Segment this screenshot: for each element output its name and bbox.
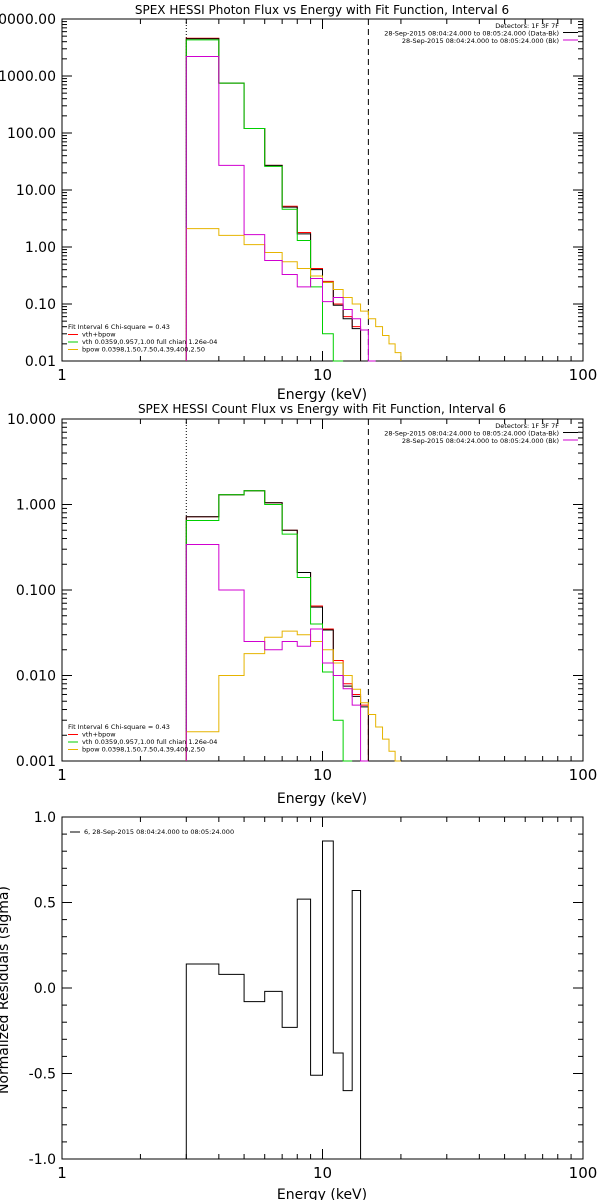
- x-tick-label: 1: [57, 1164, 67, 1182]
- info-text: 28-Sep-2015 08:04:24.000 to 08:05:24.000…: [384, 430, 559, 438]
- legend-text: bpow 0.0398,1.50,7.50,4.39,400,2.50: [82, 346, 205, 354]
- y-tick-label: -0.5: [29, 1067, 56, 1083]
- legend-text: vth+bpow: [82, 731, 116, 739]
- y-tick-label: 1000.00: [0, 69, 56, 85]
- x-tick-label: 100: [569, 766, 598, 784]
- series-line-total: [185, 840, 362, 1159]
- info-text: 28-Sep-2015 08:04:24.000 to 08:05:24.000…: [384, 30, 559, 38]
- photon-flux-panel: SPEX HESSI Photon Flux vs Energy with Fi…: [0, 3, 597, 403]
- legend-text: vth+bpow: [82, 331, 116, 339]
- legend-text: 6, 28-Sep-2015 08:04:24.000 to 08:05:24.…: [84, 828, 234, 836]
- series-line-total: [185, 38, 362, 361]
- y-tick-label: 0000.00: [0, 12, 56, 28]
- legend-text: Fit Interval 6 Chi-square = 0.43: [68, 323, 170, 331]
- y-tick-label: 0.5: [34, 896, 56, 912]
- photon-flux-title: SPEX HESSI Photon Flux vs Energy with Fi…: [135, 3, 509, 17]
- legend-text: bpow 0.0398,1.50,7.50,4.39,400,2.50: [82, 746, 205, 754]
- y-tick-label: 10.000: [7, 412, 56, 428]
- series-line-bk: [185, 544, 369, 762]
- y-tick-label: 1.0: [34, 810, 56, 826]
- x-tick-label: 100: [569, 1164, 598, 1182]
- series-line-vth: [185, 490, 353, 762]
- y-tick-label: 0.010: [16, 669, 56, 685]
- info-text: Detectors: 1F 3F 7F: [495, 422, 559, 430]
- series-line-vth: [185, 39, 344, 362]
- y-tick-label: 0.10: [25, 297, 56, 313]
- legend-text: Fit Interval 6 Chi-square = 0.43: [68, 723, 170, 731]
- x-tick-label: 1: [57, 766, 67, 784]
- y-tick-label: 10.00: [16, 183, 56, 199]
- photon-flux-xlabel: Energy (keV): [277, 387, 367, 403]
- y-tick-label: 1.00: [25, 240, 56, 256]
- series-line-data: [185, 37, 362, 361]
- info-text: 28-Sep-2015 08:04:24.000 to 08:05:24.000…: [402, 437, 559, 445]
- info-text: Detectors: 1F 3F 7F: [495, 22, 559, 30]
- legend-text: vth 0.0359,0.957,1.00 full chian 1.26e-0…: [82, 738, 217, 746]
- y-tick-label: 0.01: [25, 354, 56, 370]
- y-tick-label: 0.0: [34, 981, 56, 997]
- residuals-panel: Energy (keV) Normalized Residuals (sigma…: [0, 810, 597, 1200]
- y-tick-label: 100.00: [7, 126, 56, 142]
- count-flux-panel: SPEX HESSI Count Flux vs Energy with Fit…: [7, 402, 597, 807]
- residuals-ylabel: Normalized Residuals (sigma): [0, 886, 12, 1094]
- legend-text: vth 0.0359,0.957,1.00 full chian 1.26e-0…: [82, 338, 217, 346]
- plot-frame: [61, 418, 584, 762]
- series-line-bpow: [185, 228, 402, 361]
- x-tick-label: 10: [313, 766, 332, 784]
- x-tick-label: 10: [313, 366, 332, 384]
- x-tick-label: 10: [313, 1164, 332, 1182]
- x-tick-label: 1: [57, 366, 67, 384]
- series-line-bk: [185, 55, 376, 362]
- info-text: 28-Sep-2015 08:04:24.000 to 08:05:24.000…: [402, 37, 559, 45]
- y-tick-label: -1.0: [29, 1152, 56, 1168]
- y-tick-label: 1.000: [16, 498, 56, 514]
- y-tick-label: 0.001: [16, 754, 56, 770]
- y-tick-label: 0.100: [16, 583, 56, 599]
- x-tick-label: 100: [569, 366, 598, 384]
- residuals-xlabel: Energy (keV): [277, 1187, 367, 1200]
- count-flux-title: SPEX HESSI Count Flux vs Energy with Fit…: [138, 402, 506, 416]
- count-flux-xlabel: Energy (keV): [277, 791, 367, 807]
